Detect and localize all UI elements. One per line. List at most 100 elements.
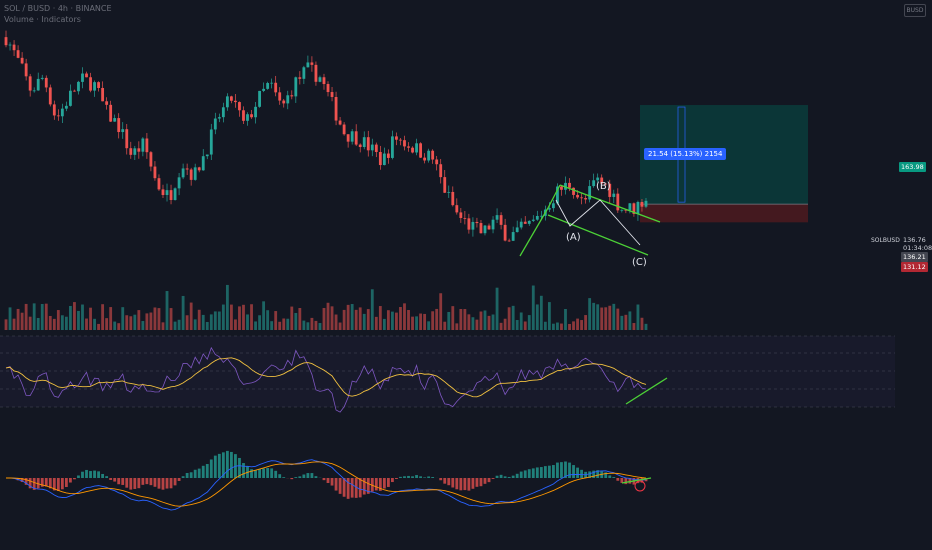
macd-line [6,459,647,511]
candle-body [81,73,84,82]
volume-bar [129,316,133,330]
volume-bar [604,307,608,330]
macd-histogram-bar [254,470,257,478]
volume-bar [443,321,447,330]
volume-bar [24,303,28,330]
candle-body [48,87,52,105]
macd-histogram-bar [40,478,44,487]
macd-histogram-bar [48,478,52,489]
candle-body [205,154,209,157]
volume-bar [431,311,435,330]
volume-bar [391,311,394,330]
volume-bar [105,318,109,330]
volume-bar [592,302,596,330]
macd-histogram-bar [443,478,447,484]
candle-body [278,92,282,101]
macd-histogram-bar [177,478,181,481]
macd-histogram-bar [270,468,274,478]
volume-bar [250,304,253,330]
volume-bar [399,307,402,330]
macd-histogram-bar [117,478,121,485]
macd-histogram-bar [77,475,80,478]
volume-bar [56,310,60,330]
candle-body [439,164,443,178]
chart-subtitle: Volume · Indicators [4,15,81,24]
candle-body [499,215,503,225]
macd-histogram-bar [386,478,390,487]
volume-bar [213,311,217,330]
macd-histogram-bar [213,455,217,478]
volume-bar [209,314,213,330]
candle-body [246,114,249,121]
volume-bar [479,311,483,330]
volume-bar [491,314,495,330]
macd-histogram-bar [479,478,483,487]
candle-body [169,190,173,200]
candle-body [310,62,314,65]
candle-body [511,232,515,241]
volume-bar [572,321,575,330]
volume-bar [81,304,84,330]
volume-bar [483,310,487,330]
volume-bar [451,306,455,330]
volume-bar [475,319,479,330]
macd-histogram-bar [133,478,137,489]
volume-bar [427,321,431,330]
candle-body [515,227,519,233]
volume-bar [141,321,145,330]
macd-histogram-bar [346,478,350,499]
volume-bar [386,310,390,330]
macd-histogram-bar [149,478,153,486]
volume-bar [185,315,189,330]
currency-button[interactable]: BUSD [904,4,926,17]
drawings[interactable] [519,184,668,492]
candle-body [270,82,274,84]
volume-bar [435,308,439,330]
volume-bar [149,312,153,330]
candle-body [564,182,567,190]
macd-histogram-bar [28,478,32,489]
candle-body [8,44,12,46]
macd-histogram-bar [475,478,479,487]
volume-bar [415,316,418,330]
volume-bar [350,304,354,330]
candle-body [258,90,261,107]
volume-bar [12,318,16,330]
volume-bar [628,311,632,330]
candle-body [290,95,294,97]
macd-histogram-bar [572,465,575,478]
volume-bar [600,307,604,330]
position-tool[interactable] [640,105,808,223]
volume-bar [302,320,306,330]
volume-bar [157,308,161,330]
macd-histogram-bar [322,478,326,481]
volume-bar [539,295,543,330]
rsi-panel [5,346,647,413]
candle-body [507,240,511,242]
candle-body [374,144,378,152]
macd-histogram-bar [334,478,338,491]
macd-histogram-bar [52,478,56,491]
volume-bar [137,310,141,330]
macd-histogram-bar [382,478,386,489]
volume-bar [463,309,467,330]
volume-bar [254,321,257,330]
candle-body [221,107,225,118]
candle-body [326,84,330,93]
macd-histogram-bar [499,474,503,478]
macd-histogram-bar [24,478,28,485]
macd-histogram-bar [294,477,298,478]
candle-body [302,67,306,79]
volume-bar [644,323,648,330]
candle-body [447,191,451,193]
candle-body [624,209,628,211]
candle-body [519,221,523,228]
macd-histogram-bar [596,470,600,478]
volume-bar [616,308,620,330]
volume-bar [101,304,105,330]
candle-body [386,153,390,158]
volume-bar [221,304,225,330]
stop-price-tag: 131.12 [901,262,928,272]
wave-label-c: (C) [632,257,647,268]
